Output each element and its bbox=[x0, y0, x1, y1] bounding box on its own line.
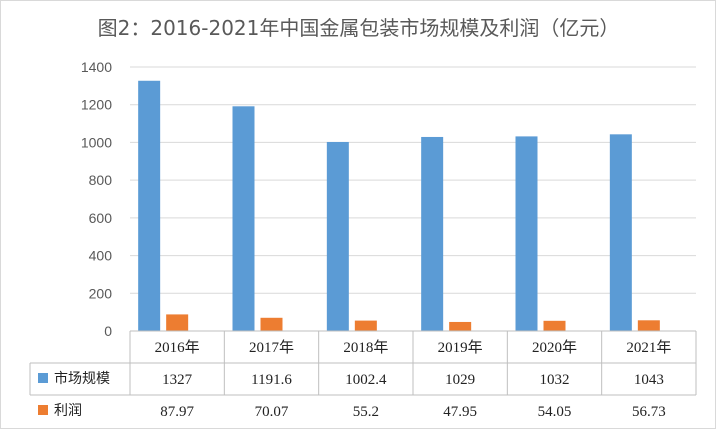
bar-market-size bbox=[421, 136, 444, 331]
x-category-label: 2016年 bbox=[155, 339, 200, 356]
data-table-value: 55.2 bbox=[353, 404, 379, 420]
x-category-label: 2019年 bbox=[438, 339, 483, 356]
data-table-value: 1043 bbox=[634, 372, 664, 388]
x-category-label: 2020年 bbox=[532, 339, 577, 356]
bar-profit bbox=[449, 321, 472, 331]
y-tick-label: 600 bbox=[89, 210, 113, 226]
data-table-value: 87.97 bbox=[160, 404, 194, 420]
legend-swatch bbox=[38, 405, 48, 415]
y-tick-label: 1400 bbox=[81, 59, 112, 75]
data-table-value: 1327 bbox=[162, 372, 193, 388]
legend-swatch bbox=[38, 373, 48, 383]
bar-profit bbox=[260, 317, 283, 331]
bar-market-size bbox=[138, 80, 161, 331]
y-tick-label: 400 bbox=[89, 248, 113, 264]
bar-profit bbox=[637, 320, 660, 331]
data-table-value: 70.07 bbox=[255, 404, 289, 420]
data-table-value: 1029 bbox=[445, 372, 475, 388]
bar-market-size bbox=[515, 136, 538, 331]
bar-profit bbox=[166, 314, 189, 331]
legend-label: 利润 bbox=[54, 403, 82, 419]
bar-market-size bbox=[232, 106, 255, 332]
y-tick-label: 1200 bbox=[81, 97, 112, 113]
data-table-value: 56.73 bbox=[632, 404, 666, 420]
data-table-value: 47.95 bbox=[443, 404, 477, 420]
y-tick-label: 200 bbox=[89, 285, 113, 301]
bar-profit bbox=[354, 320, 377, 331]
x-category-label: 2017年 bbox=[249, 339, 294, 356]
data-table-value: 1002.4 bbox=[345, 372, 387, 388]
data-table-value: 1191.6 bbox=[251, 372, 292, 388]
y-tick-label: 800 bbox=[89, 172, 113, 188]
chart-title: 图2：2016-2021年中国金属包装市场规模及利润（亿元） bbox=[97, 16, 620, 40]
bar-market-size bbox=[326, 141, 349, 331]
legend-label: 市场规模 bbox=[54, 370, 110, 387]
y-tick-label: 0 bbox=[104, 323, 112, 339]
bar-market-size bbox=[609, 134, 632, 331]
data-table-value: 54.05 bbox=[538, 404, 572, 420]
x-category-label: 2018年 bbox=[343, 339, 388, 356]
y-tick-label: 1000 bbox=[81, 134, 112, 150]
x-category-label: 2021年 bbox=[626, 339, 671, 356]
bar-profit bbox=[543, 320, 566, 331]
data-table-value: 1032 bbox=[540, 372, 570, 388]
